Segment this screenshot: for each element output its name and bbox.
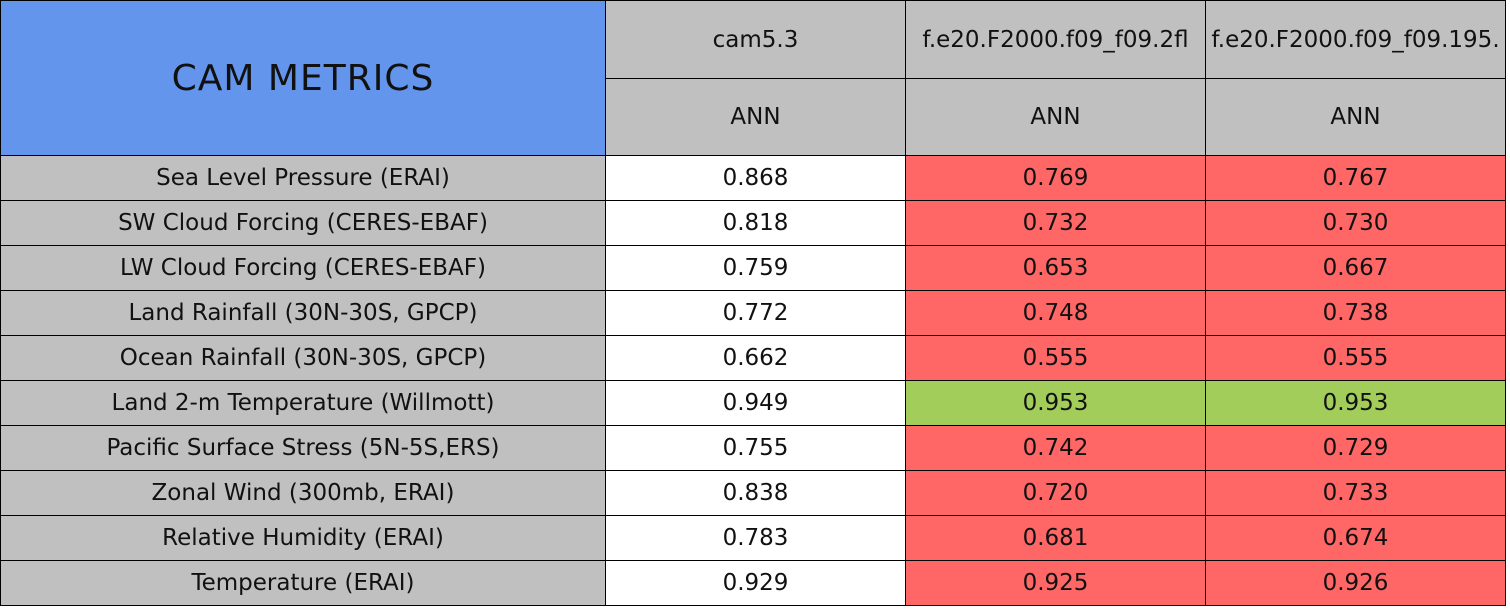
metric-cell: 0.732: [905, 200, 1206, 246]
metric-cell: 0.783: [605, 515, 906, 561]
metric-cell-text: 0.772: [722, 300, 789, 326]
metric-cell-text: 0.674: [1322, 525, 1389, 551]
row-label: SW Cloud Forcing (CERES-EBAF): [0, 200, 606, 246]
metric-cell-text: 0.783: [722, 525, 789, 551]
metric-cell: 0.772: [605, 290, 906, 336]
metric-cell: 0.929: [605, 560, 906, 606]
metric-cell-text: 0.838: [722, 480, 789, 506]
metric-cell: 0.653: [905, 245, 1206, 291]
row-label-text: Land 2-m Temperature (Willmott): [111, 390, 495, 416]
metric-cell: 0.674: [1205, 515, 1506, 561]
period-header: ANN: [905, 78, 1206, 156]
metric-cell: 0.681: [905, 515, 1206, 561]
metric-cell-text: 0.755: [722, 435, 789, 461]
metric-cell-text: 0.729: [1322, 435, 1389, 461]
metric-cell: 0.555: [1205, 335, 1506, 381]
metric-cell-text: 0.742: [1022, 435, 1089, 461]
metric-cell: 0.769: [905, 155, 1206, 201]
metric-cell-text: 0.953: [1322, 390, 1389, 416]
row-label: Sea Level Pressure (ERAI): [0, 155, 606, 201]
metric-cell: 0.667: [1205, 245, 1506, 291]
row-label: Zonal Wind (300mb, ERAI): [0, 470, 606, 516]
title-cell-text: CAM METRICS: [171, 57, 435, 99]
metric-cell: 0.742: [905, 425, 1206, 471]
metric-cell-text: 0.748: [1022, 300, 1089, 326]
row-label-text: Ocean Rainfall (30N-30S, GPCP): [119, 345, 487, 371]
row-label-text: LW Cloud Forcing (CERES-EBAF): [120, 255, 486, 281]
row-label: Land 2-m Temperature (Willmott): [0, 380, 606, 426]
metric-cell: 0.818: [605, 200, 906, 246]
row-label-text: Sea Level Pressure (ERAI): [156, 165, 450, 191]
metric-cell-text: 0.929: [722, 570, 789, 596]
metric-cell: 0.953: [905, 380, 1206, 426]
metric-cell-text: 0.759: [722, 255, 789, 281]
metric-cell: 0.767: [1205, 155, 1506, 201]
metric-cell-text: 0.769: [1022, 165, 1089, 191]
metric-cell-text: 0.667: [1322, 255, 1389, 281]
title-cell: CAM METRICS: [0, 0, 606, 156]
metric-cell-text: 0.730: [1322, 210, 1389, 236]
row-label-text: SW Cloud Forcing (CERES-EBAF): [118, 210, 488, 236]
period-header-text: ANN: [1330, 104, 1381, 130]
row-label: Pacific Surface Stress (5N-5S,ERS): [0, 425, 606, 471]
column-header-text: f.e20.F2000.f09_f09.195.: [1211, 26, 1500, 53]
metric-cell: 0.925: [905, 560, 1206, 606]
row-label: LW Cloud Forcing (CERES-EBAF): [0, 245, 606, 291]
metric-cell: 0.953: [1205, 380, 1506, 426]
metric-cell-text: 0.662: [722, 345, 789, 371]
metric-cell-text: 0.868: [722, 165, 789, 191]
metric-cell-text: 0.818: [722, 210, 789, 236]
column-header-text: cam5.3: [712, 26, 799, 53]
metric-cell: 0.720: [905, 470, 1206, 516]
metric-cell: 0.755: [605, 425, 906, 471]
metric-cell: 0.662: [605, 335, 906, 381]
period-header: ANN: [1205, 78, 1506, 156]
metric-cell-text: 0.720: [1022, 480, 1089, 506]
metric-cell: 0.926: [1205, 560, 1506, 606]
row-label: Relative Humidity (ERAI): [0, 515, 606, 561]
metric-cell-text: 0.926: [1322, 570, 1389, 596]
row-label: Temperature (ERAI): [0, 560, 606, 606]
column-header: f.e20.F2000.f09_f09.2fl: [905, 0, 1206, 79]
row-label: Land Rainfall (30N-30S, GPCP): [0, 290, 606, 336]
metric-cell: 0.730: [1205, 200, 1506, 246]
metric-cell-text: 0.555: [1022, 345, 1089, 371]
metric-cell: 0.949: [605, 380, 906, 426]
metric-cell-text: 0.738: [1322, 300, 1389, 326]
metric-cell-text: 0.555: [1322, 345, 1389, 371]
metric-cell: 0.555: [905, 335, 1206, 381]
row-label: Ocean Rainfall (30N-30S, GPCP): [0, 335, 606, 381]
row-label-text: Zonal Wind (300mb, ERAI): [151, 480, 455, 506]
column-header: cam5.3: [605, 0, 906, 79]
metric-cell: 0.729: [1205, 425, 1506, 471]
period-header-text: ANN: [730, 104, 781, 130]
row-label-text: Temperature (ERAI): [191, 570, 415, 596]
metric-cell-text: 0.953: [1022, 390, 1089, 416]
metric-cell: 0.868: [605, 155, 906, 201]
row-label-text: Pacific Surface Stress (5N-5S,ERS): [106, 435, 500, 461]
metric-cell-text: 0.653: [1022, 255, 1089, 281]
metric-cell: 0.748: [905, 290, 1206, 336]
metric-cell-text: 0.681: [1022, 525, 1089, 551]
period-header: ANN: [605, 78, 906, 156]
metric-cell: 0.759: [605, 245, 906, 291]
row-label-text: Land Rainfall (30N-30S, GPCP): [128, 300, 478, 326]
column-header: f.e20.F2000.f09_f09.195.: [1205, 0, 1506, 79]
metric-cell-text: 0.767: [1322, 165, 1389, 191]
row-label-text: Relative Humidity (ERAI): [162, 525, 444, 551]
metric-cell-text: 0.925: [1022, 570, 1089, 596]
metric-cell: 0.738: [1205, 290, 1506, 336]
metric-cell: 0.838: [605, 470, 906, 516]
metric-cell-text: 0.949: [722, 390, 789, 416]
column-header-text: f.e20.F2000.f09_f09.2fl: [922, 26, 1189, 53]
period-header-text: ANN: [1030, 104, 1081, 130]
metric-cell: 0.733: [1205, 470, 1506, 516]
metric-cell-text: 0.733: [1322, 480, 1389, 506]
metric-cell-text: 0.732: [1022, 210, 1089, 236]
